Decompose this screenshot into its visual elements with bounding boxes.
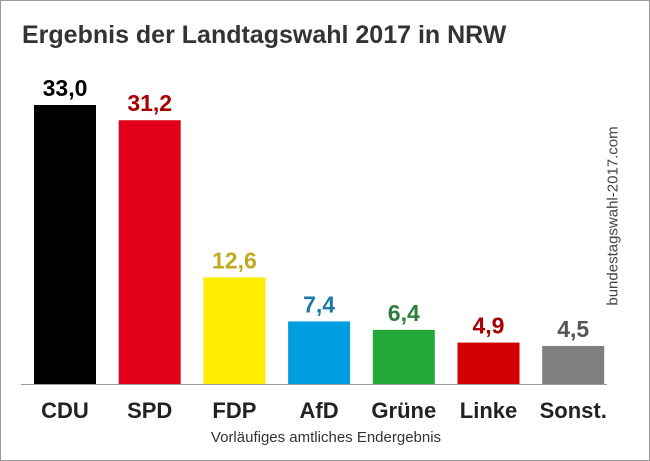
category-label: Grüne: [371, 398, 436, 423]
chart-title: Ergebnis der Landtagswahl 2017 in NRW: [22, 21, 507, 49]
category-label: FDP: [212, 398, 256, 423]
chart-subtitle: Vorläufiges amtliches Endergebnis: [210, 429, 442, 446]
bar-cdu: [34, 105, 96, 384]
bar-value-label: 4,9: [473, 313, 505, 339]
bar-value-label: 12,6: [212, 247, 257, 273]
bar-grne: [372, 329, 435, 384]
bar-value-label: 33,0: [43, 75, 88, 101]
bar-value-label: 6,4: [388, 300, 420, 326]
bar-fdp: [203, 277, 266, 384]
bar-value-label: 7,4: [303, 291, 335, 317]
bar-afd: [288, 321, 351, 384]
source-watermark: bundestagswahl-2017.com: [604, 126, 622, 306]
bar-spd: [118, 120, 181, 384]
category-label: SPD: [127, 398, 172, 423]
category-label: Sonst.: [540, 398, 607, 423]
bar-linke: [457, 342, 520, 384]
category-label: Linke: [460, 398, 517, 423]
category-label: AfD: [300, 398, 339, 423]
bar-sonst: [542, 345, 605, 384]
bar-value-label: 31,2: [127, 90, 172, 116]
category-label: CDU: [41, 398, 89, 423]
bar-value-label: 4,5: [557, 316, 589, 342]
